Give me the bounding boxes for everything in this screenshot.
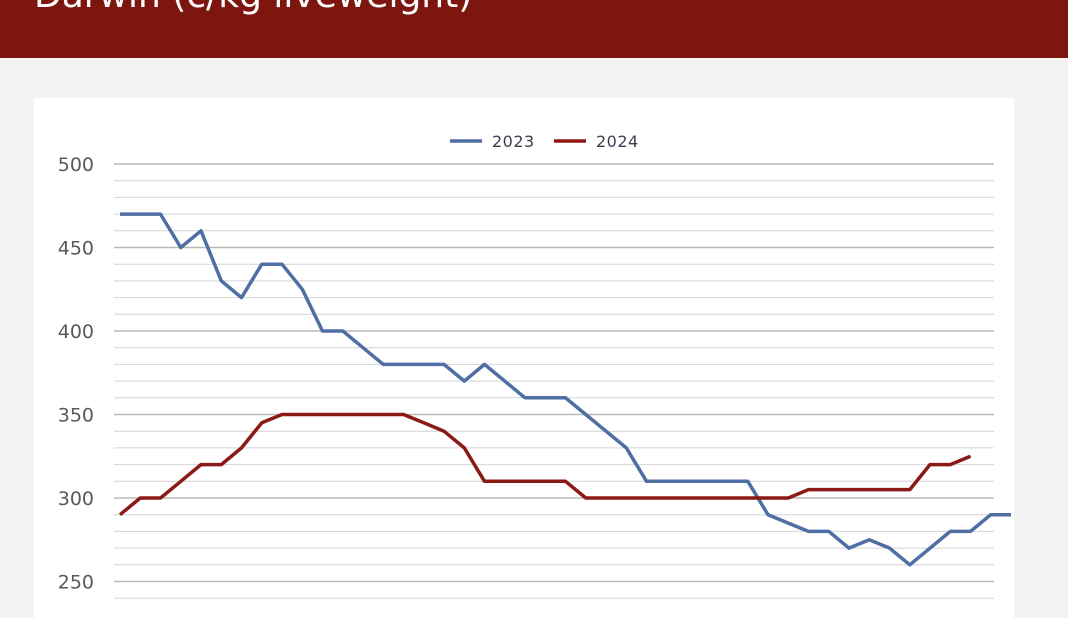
y-axis-ticks: 250 300 350 400 450 500 [58, 154, 94, 594]
y-tick-label: 250 [58, 572, 94, 594]
series-line-2024 [118, 412, 972, 517]
legend: 2023 2024 [450, 132, 639, 151]
y-tick-label: 500 [58, 154, 94, 176]
legend-label: 2023 [492, 132, 535, 151]
series-line-2023 [120, 212, 1011, 567]
gridlines [114, 163, 994, 599]
page-title: Darwin (c/kg liveweight) [34, 0, 472, 18]
header-band: Darwin (c/kg liveweight) [0, 0, 1068, 58]
legend-label: 2024 [596, 132, 639, 151]
y-tick-label: 400 [58, 321, 94, 343]
y-tick-label: 300 [58, 488, 94, 510]
y-tick-label: 450 [58, 238, 94, 260]
series-lines [118, 212, 1011, 567]
y-tick-label: 350 [58, 405, 94, 427]
chart-card: 250 300 350 400 450 500 2023 2024 [34, 98, 1014, 618]
line-chart: 250 300 350 400 450 500 2023 2024 [58, 132, 1011, 599]
